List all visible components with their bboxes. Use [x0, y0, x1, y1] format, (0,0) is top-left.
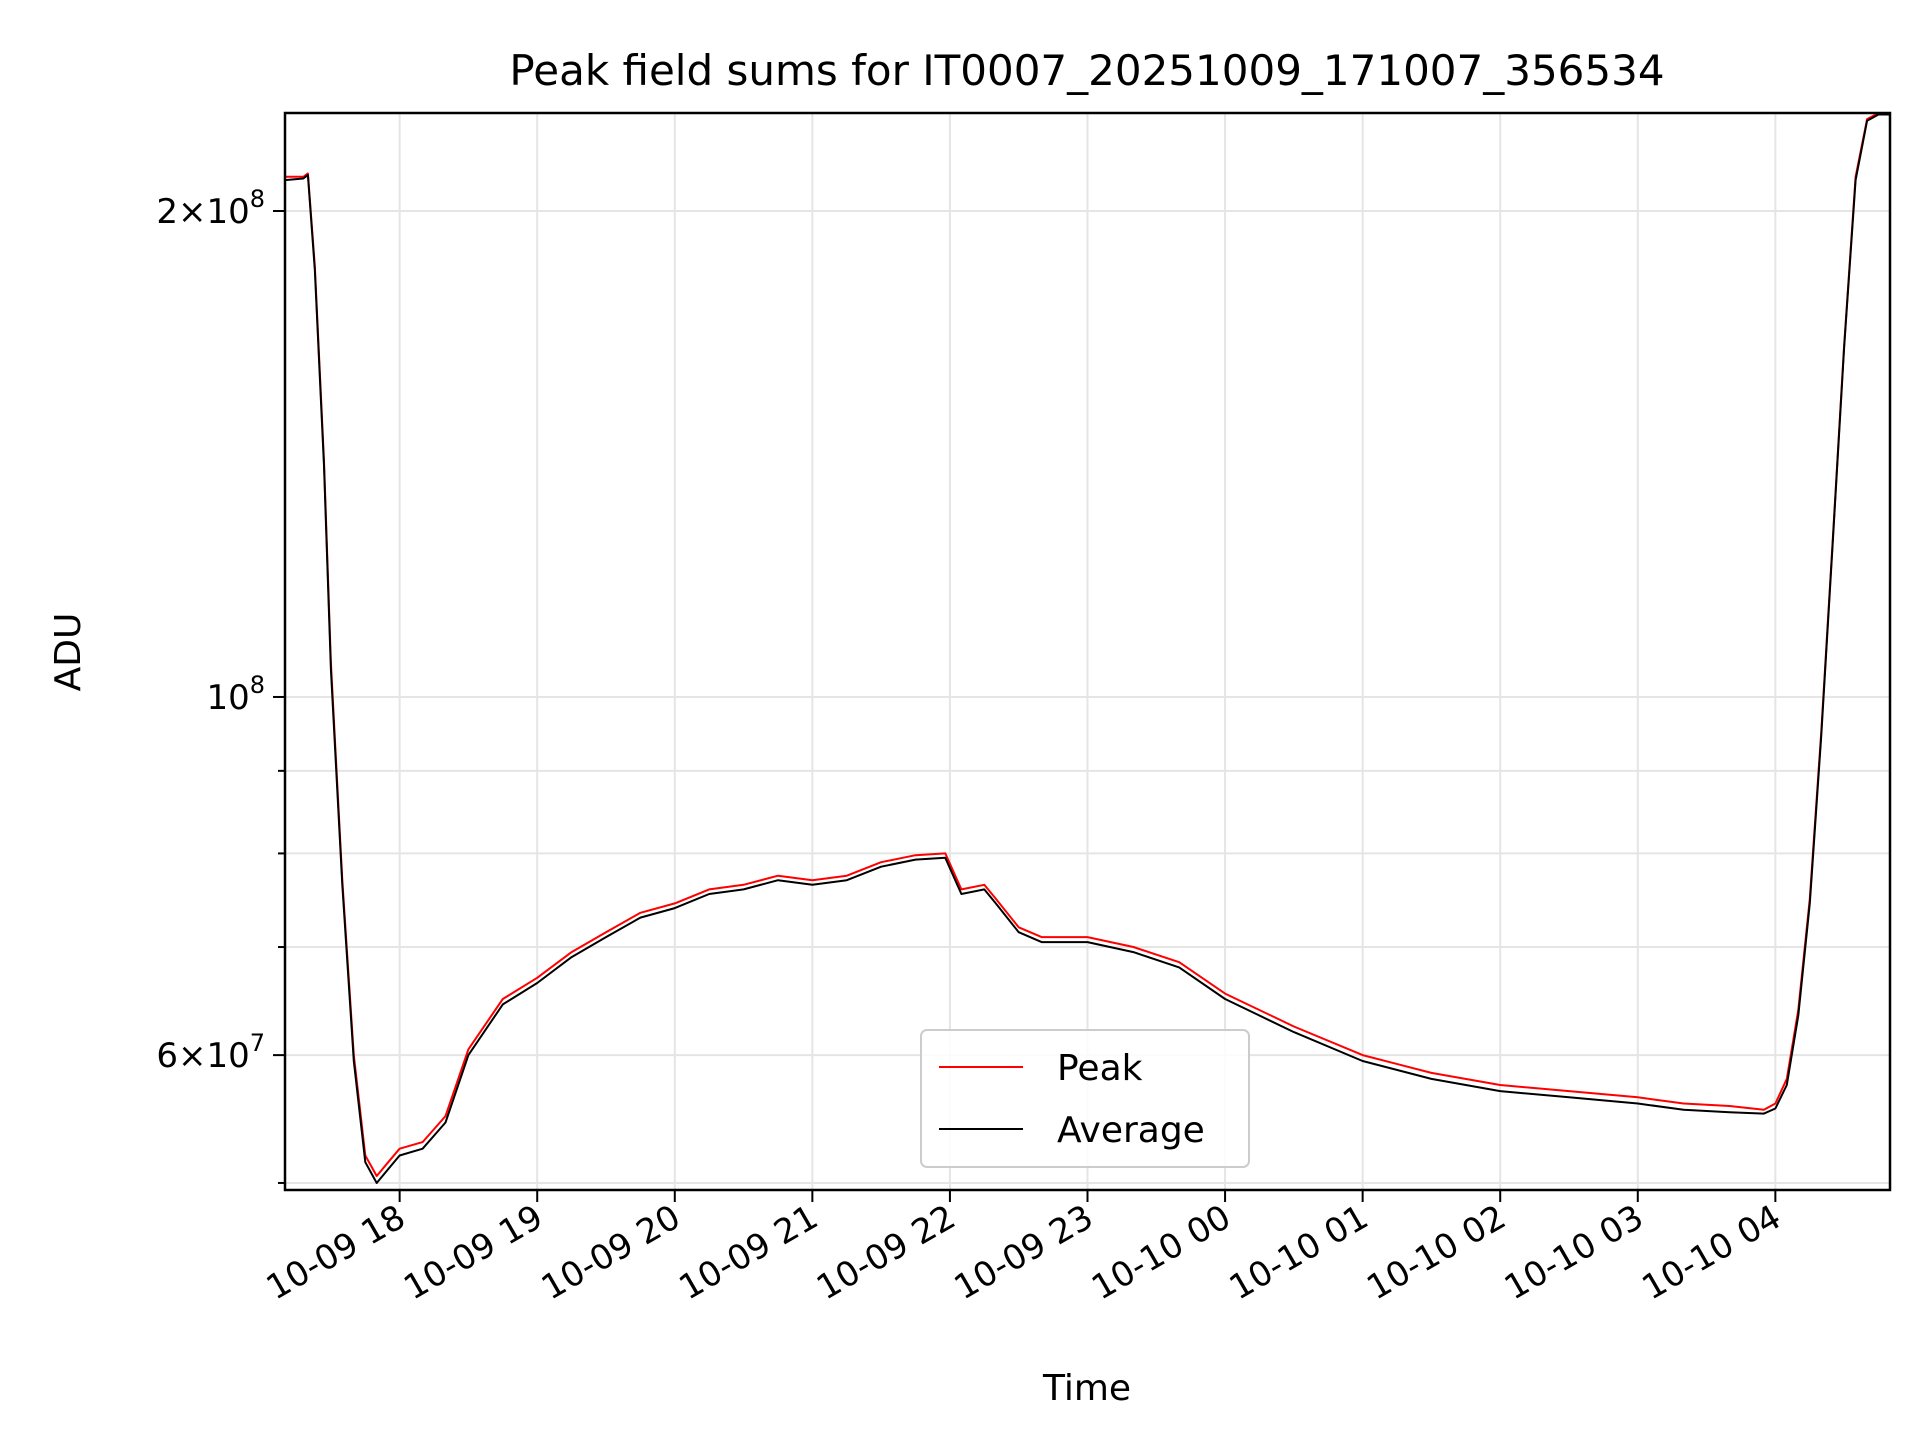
y-axis-label: ADU: [48, 613, 89, 692]
legend-box: [920, 1029, 1250, 1168]
series-line-peak: [285, 112, 1890, 1177]
x-tick-label: 10-10 03: [1498, 1197, 1650, 1308]
x-tick-label: 10-09 22: [810, 1197, 962, 1308]
x-tick-label: 10-09 21: [672, 1197, 824, 1308]
x-tick-label: 10-10 01: [1223, 1197, 1375, 1308]
legend-label-peak: Peak: [1057, 1048, 1143, 1089]
y-axis: 6×107 108 2×108: [156, 185, 285, 1184]
chart-title: Peak field sums for IT0007_20251009_1710…: [509, 46, 1664, 95]
y-tick-label: 6×107: [156, 1029, 265, 1076]
x-tick-label: 10-10 02: [1360, 1197, 1512, 1308]
grid: [285, 113, 1890, 1190]
x-tick-label: 10-10 04: [1635, 1197, 1787, 1308]
y-tick-label: 108: [206, 671, 265, 718]
x-tick-label: 10-09 18: [260, 1197, 412, 1308]
x-tick-label: 10-09 20: [535, 1197, 687, 1308]
x-axis-label: Time: [1042, 1368, 1131, 1409]
y-tick-label: 2×108: [156, 185, 265, 232]
series-line-average: [284, 113, 1890, 1184]
x-tick-label: 10-10 00: [1085, 1197, 1237, 1308]
legend: Peak Average: [920, 1029, 1250, 1168]
x-tick-label: 10-09 23: [948, 1197, 1100, 1308]
legend-label-average: Average: [1057, 1110, 1205, 1151]
x-tick-label: 10-09 19: [397, 1197, 549, 1308]
series-lines: [284, 112, 1890, 1184]
